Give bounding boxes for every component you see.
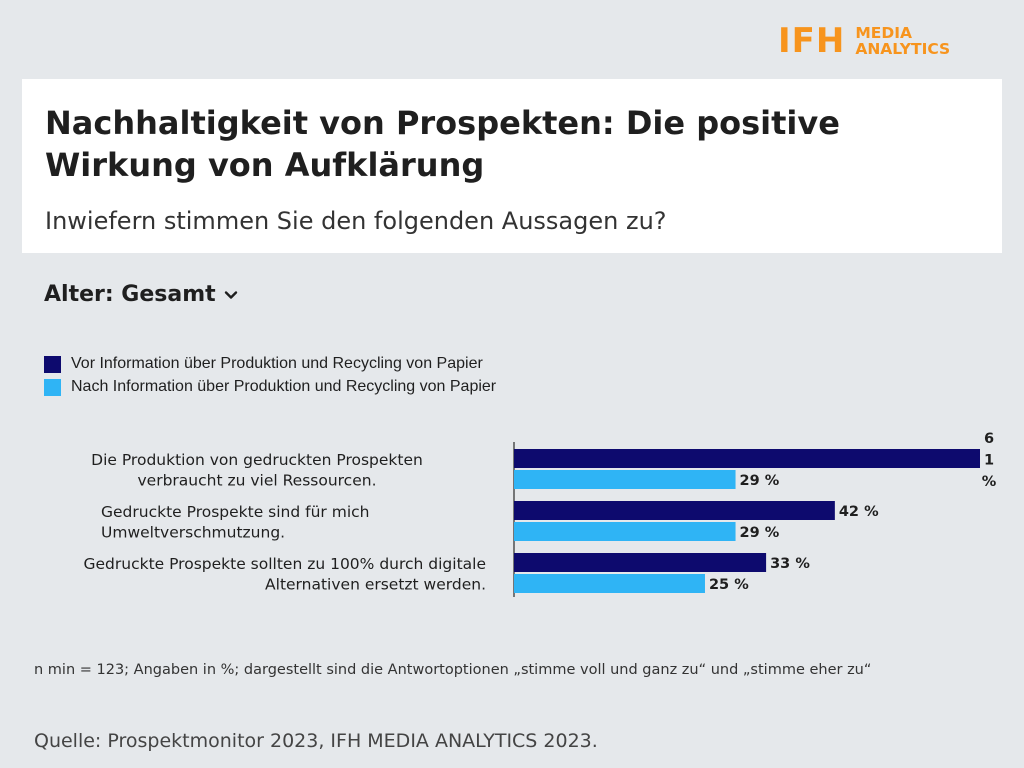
category-label: Die Produktion von gedruckten Prospekten…	[91, 451, 423, 490]
value-label: 25 %	[709, 577, 749, 593]
legend-swatch-before	[44, 355, 61, 373]
ifh-logo: IFH MEDIA ANALYTICS	[778, 24, 950, 58]
category-label: Gedruckte Prospekte sollten zu 100% durc…	[83, 555, 486, 594]
legend-item-before: Vor Information über Produktion und Recy…	[44, 353, 496, 375]
source-line: Quelle: Prospektmonitor 2023, IFH MEDIA …	[34, 730, 598, 752]
logo-text: MEDIA ANALYTICS	[855, 25, 950, 57]
page-title: Nachhaltigkeit von Prospekten: Die posit…	[45, 104, 840, 184]
logo-text-line2: ANALYTICS	[855, 40, 951, 58]
category-label: Gedruckte Prospekte sind für mich Umweltv…	[101, 503, 369, 542]
chart-legend: Vor Information über Produktion und Recy…	[44, 353, 496, 399]
logo-text-line1: MEDIA	[855, 24, 912, 42]
bar-before	[514, 553, 767, 572]
bar-after	[514, 574, 705, 593]
legend-label-before: Vor Information über Produktion und Recy…	[71, 355, 483, 372]
chevron-down-icon	[224, 290, 237, 299]
legend-item-after: Nach Information über Produktion und Rec…	[44, 376, 496, 398]
legend-label-after: Nach Information über Produktion und Rec…	[71, 378, 497, 395]
age-filter-dropdown[interactable]: Alter: Gesamt	[44, 282, 238, 307]
value-label: 29 %	[740, 473, 780, 489]
bar-after	[514, 470, 736, 489]
header-card: Nachhaltigkeit von Prospekten: Die posit…	[22, 79, 1002, 253]
age-filter-label: Alter: Gesamt	[44, 282, 216, 307]
value-label: 6 1%	[982, 431, 997, 490]
value-label: 33 %	[770, 556, 810, 572]
value-label: 42 %	[839, 504, 879, 520]
bar-before	[514, 449, 980, 468]
page-subtitle: Inwiefern stimmen Sie den folgenden Auss…	[45, 207, 667, 235]
bar-before	[514, 501, 835, 520]
footnote: n min = 123; Angaben in %; dargestellt s…	[34, 662, 872, 678]
bar-after	[514, 522, 736, 541]
legend-swatch-after	[44, 378, 61, 396]
value-label: 29 %	[740, 525, 780, 541]
logo-mark: IFH	[778, 21, 846, 61]
